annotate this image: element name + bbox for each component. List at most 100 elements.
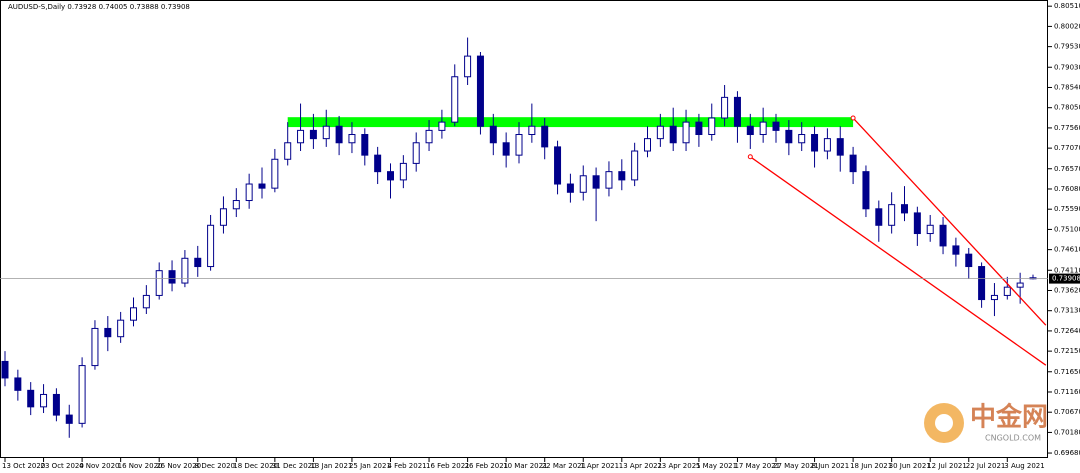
candle-body — [104, 327, 112, 338]
candle-body — [309, 129, 317, 140]
candle-body — [1003, 286, 1011, 296]
x-tick-label: 13 Jan 2021 — [310, 462, 352, 470]
candle-body — [541, 125, 549, 148]
candle-body — [502, 142, 510, 156]
candle-body — [91, 327, 99, 367]
x-tick-label: 22 Jul 2021 — [966, 462, 1006, 470]
candle-body — [322, 125, 330, 140]
trend-line — [749, 156, 1047, 366]
candle-body — [990, 294, 998, 301]
last-price-label: 0.73908 — [1052, 275, 1080, 283]
candle-body — [464, 55, 472, 78]
candle-body — [425, 129, 433, 144]
candle-body — [708, 117, 716, 136]
candle-body — [746, 125, 754, 136]
x-tick-label: 25 Jan 2021 — [349, 462, 391, 470]
candle-body — [219, 208, 227, 226]
candle-body — [1, 360, 9, 379]
candle-body — [65, 414, 73, 424]
candle-body — [554, 146, 562, 185]
candle-body — [733, 96, 741, 127]
x-tick-label: 30 Jun 2021 — [889, 462, 931, 470]
x-tick-label: 17 May 2021 — [734, 462, 780, 470]
x-tick-label: 26 Nov 2020 — [156, 462, 201, 470]
candle-body — [52, 393, 60, 416]
candle-body — [913, 212, 921, 235]
candle-body — [862, 171, 870, 210]
x-tick-label: 23 Oct 2020 — [41, 462, 84, 470]
candle-body — [952, 245, 960, 255]
candle-body — [605, 171, 613, 189]
candle-body — [348, 134, 356, 144]
candle-body — [438, 121, 446, 131]
candle-body — [528, 125, 536, 136]
candle-body — [258, 183, 266, 189]
x-tick-label: 18 Dec 2020 — [233, 462, 278, 470]
x-tick-label: 27 May 2021 — [773, 462, 819, 470]
candle-body — [271, 158, 279, 189]
candle-body — [130, 307, 137, 321]
candle-body — [823, 138, 831, 152]
x-tick-label: 13 Apr 2021 — [619, 462, 662, 470]
candle-body — [374, 154, 382, 173]
candle-body — [695, 121, 703, 136]
candle-body — [811, 134, 819, 152]
x-tick-label: 8 Dec 2020 — [195, 462, 235, 470]
candle-body — [682, 121, 690, 144]
x-tick-label: 18 Jun 2021 — [850, 462, 892, 470]
candle-body — [515, 134, 523, 156]
candle-body — [181, 257, 189, 284]
last-price-box — [1049, 273, 1080, 284]
plot-frame — [0, 0, 1048, 458]
x-tick-label: 5 May 2021 — [696, 462, 737, 470]
candle-body — [644, 138, 651, 152]
x-tick-label: 16 Nov 2020 — [118, 462, 163, 470]
candle-body — [978, 266, 986, 301]
x-tick-label: 1 Apr 2021 — [580, 462, 619, 470]
candle-body — [168, 270, 176, 284]
x-tick-label: 13 Oct 2020 — [2, 462, 45, 470]
candle-body — [451, 76, 459, 123]
x-tick-label: 26 Feb 2021 — [465, 462, 509, 470]
candle-body — [412, 142, 420, 164]
candle-body — [631, 150, 639, 181]
candle-body — [579, 175, 587, 193]
candle-body — [926, 224, 934, 235]
candle-body — [1016, 282, 1024, 288]
watermark-logo-inner — [935, 414, 953, 432]
candle-body — [656, 125, 664, 140]
candle-body — [232, 200, 240, 210]
candle-body — [476, 55, 484, 127]
plot-area — [1, 37, 1047, 438]
watermark: 中金网 CNGOLD.COM — [924, 402, 1048, 443]
support-zone — [287, 117, 854, 128]
candle-body — [361, 134, 369, 156]
candle-body — [901, 204, 908, 214]
x-tick-label: 16 Feb 2021 — [426, 462, 470, 470]
candle-body — [759, 121, 767, 136]
candle-body — [772, 121, 780, 131]
watermark-text: 中金网 — [970, 402, 1048, 433]
candle-body — [194, 257, 202, 268]
candle-body — [798, 134, 806, 144]
